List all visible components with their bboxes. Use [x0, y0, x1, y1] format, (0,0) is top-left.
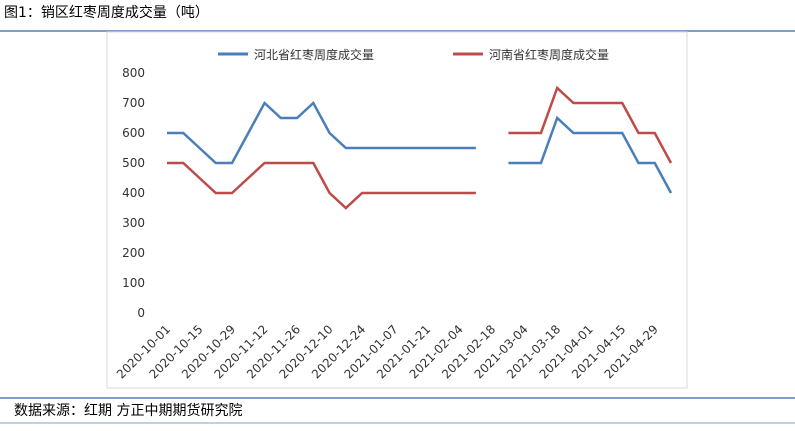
source: 数据来源：红期 方正中期期货研究院	[14, 402, 242, 419]
y-tick-label: 100	[122, 276, 145, 290]
y-tick-label: 0	[137, 306, 145, 320]
y-tick-label: 200	[122, 246, 145, 260]
legend-label: 河南省红枣周度成交量	[489, 47, 609, 62]
legend-label: 河北省红枣周度成交量	[254, 47, 374, 62]
y-tick-label: 800	[122, 66, 145, 80]
y-tick-label: 700	[122, 96, 145, 110]
y-tick-label: 400	[122, 186, 145, 200]
y-tick-label: 300	[122, 216, 145, 230]
series-line	[167, 100, 673, 194]
chart-frame	[106, 31, 688, 389]
y-tick-label: 500	[122, 156, 145, 170]
series-line	[167, 85, 673, 210]
y-tick-label: 600	[122, 126, 145, 140]
figure-title: 图1：销区红枣周度成交量（吨）	[4, 4, 209, 21]
